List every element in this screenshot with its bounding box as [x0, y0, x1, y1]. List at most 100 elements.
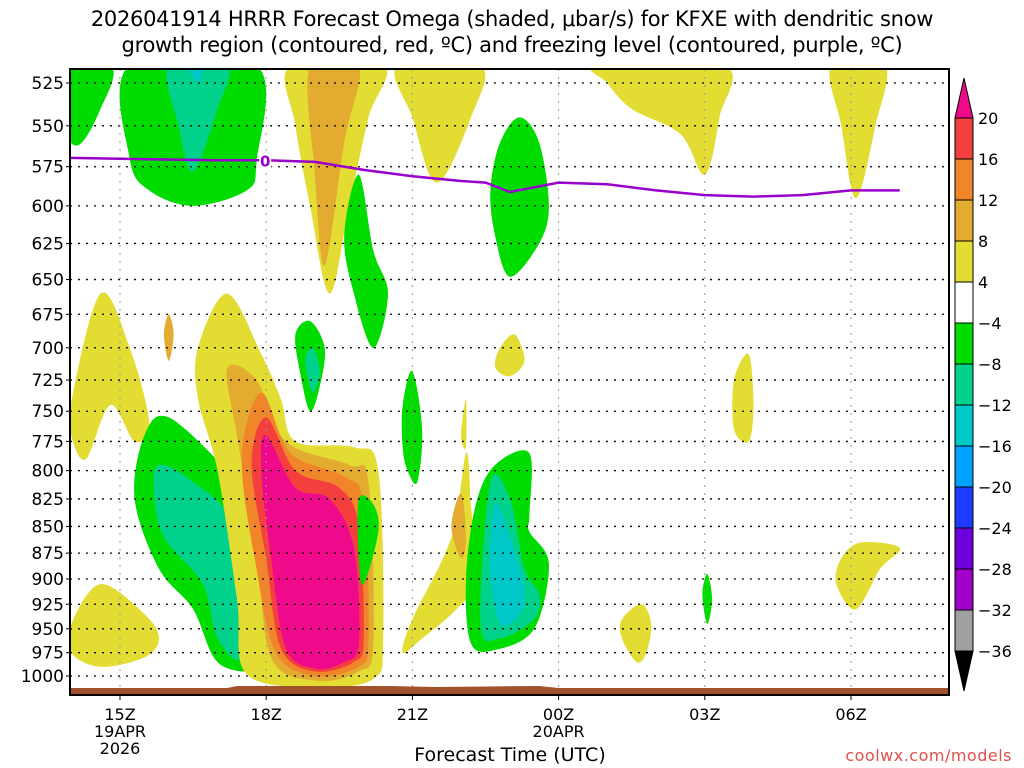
chart-title-line-2: growth region (contoured, red, ºC) and f…: [121, 33, 903, 57]
credit-link[interactable]: coolwx.com/models: [845, 746, 1012, 765]
omega-region-32: [619, 604, 652, 663]
omega-region-23: [357, 495, 379, 585]
colorbar-segment: [954, 363, 974, 406]
x-tick-label: 18Z: [251, 705, 282, 724]
y-axis: 525 550 575 600 625 650 675 700 725 750 775 800 825 8…: [21, 74, 70, 687]
omega-region-9: [590, 69, 733, 175]
y-tick-label: 1000: [21, 667, 64, 687]
chart-title-line-1: 2026041914 HRRR Forecast Omega (shaded, …: [90, 7, 934, 31]
colorbar-label: 4: [978, 273, 988, 292]
y-tick-label: 975: [32, 644, 64, 664]
freezing-level-label-bg: [259, 152, 272, 169]
omega-region-26: [451, 493, 466, 559]
y-tick-label: 575: [32, 158, 64, 178]
grid-lines: [70, 69, 949, 695]
omega-region-20: [163, 314, 174, 361]
colorbar-segment: [954, 281, 974, 324]
colorbar-label: −28: [978, 560, 1012, 579]
y-tick-label: 650: [32, 271, 64, 291]
colorbar: 20 16 12 8 4 −4 −8 −12 −16 −20 −24 −28 −32 −36: [954, 77, 1012, 692]
y-tick-label: 600: [32, 197, 64, 217]
omega-region-7: [344, 174, 388, 348]
colorbar-label: −32: [978, 601, 1012, 620]
colorbar-label: 8: [978, 232, 988, 251]
colorbar-label: −4: [978, 314, 1002, 333]
colorbar-label: −16: [978, 437, 1012, 456]
omega-shading: [70, 69, 901, 688]
colorbar-label: 16: [978, 150, 998, 169]
colorbar-label: −20: [978, 478, 1012, 497]
freezing-level-contour: 0: [70, 152, 900, 198]
colorbar-segment: [954, 527, 974, 570]
y-tick-label: 850: [32, 517, 64, 537]
colorbar-label: 12: [978, 191, 998, 210]
omega-region-11: [70, 292, 150, 460]
x-tick-label: 15Z: [104, 705, 135, 724]
colorbar-label: −8: [978, 355, 1002, 374]
colorbar-segment: [954, 117, 974, 160]
colorbar-label: −36: [978, 642, 1012, 661]
ground-surface: [70, 686, 949, 695]
omega-region-5: [307, 69, 361, 266]
colorbar-segment: [954, 486, 974, 529]
x-axis-label: Forecast Time (UTC): [414, 744, 606, 766]
omega-region-30: [490, 503, 526, 627]
omega-region-27: [461, 398, 467, 450]
colorbar-segment: [954, 609, 974, 652]
y-tick-label: 925: [32, 595, 64, 615]
plot-frame: [69, 68, 950, 696]
omega-region-8: [490, 117, 549, 277]
y-tick-label: 825: [32, 490, 64, 510]
y-tick-label: 550: [32, 117, 64, 137]
x-tick-label: 00Z: [543, 705, 574, 724]
x-tick-label: 19APR: [94, 722, 146, 741]
omega-region-25: [402, 452, 477, 654]
y-tick-label: 950: [32, 620, 64, 640]
colorbar-arrow-top: [954, 77, 974, 119]
y-tick-label: 700: [32, 339, 64, 359]
y-tick-label: 900: [32, 570, 64, 590]
freezing-level-label: 0: [260, 152, 270, 170]
colorbar-segment: [954, 568, 974, 611]
omega-region-12: [70, 584, 159, 667]
y-tick-label: 525: [32, 74, 64, 94]
omega-region-24: [401, 370, 423, 485]
x-tick-label: 06Z: [835, 705, 866, 724]
omega-region-3: [188, 69, 204, 83]
omega-region-0: [70, 69, 114, 146]
y-tick-label: 775: [32, 432, 64, 452]
colorbar-segment: [954, 240, 974, 283]
x-tick-label: 21Z: [397, 705, 428, 724]
y-tick-label: 675: [32, 305, 64, 325]
omega-region-14: [153, 464, 243, 661]
x-tick-label: 2026: [100, 739, 141, 758]
x-tick-label: 20APR: [533, 722, 585, 741]
colorbar-label: −12: [978, 396, 1012, 415]
colorbar-label: −24: [978, 519, 1012, 538]
y-tick-label: 750: [32, 402, 64, 422]
omega-region-33: [702, 573, 713, 624]
y-tick-label: 800: [32, 462, 64, 482]
omega-region-22: [305, 347, 320, 393]
y-tick-label: 725: [32, 371, 64, 391]
colorbar-label: 20: [978, 109, 998, 128]
omega-region-10: [829, 69, 888, 199]
chart-title: 2026041914 HRRR Forecast Omega (shaded, …: [0, 6, 1024, 58]
colorbar-arrow-bottom: [954, 650, 974, 692]
omega-region-19: [260, 435, 360, 670]
x-tick-label: 03Z: [689, 705, 720, 724]
colorbar-segment: [954, 158, 974, 201]
omega-region-31: [494, 334, 525, 377]
omega-region-2: [166, 69, 230, 172]
colorbar-segment: [954, 199, 974, 242]
omega-region-35: [835, 541, 901, 610]
colorbar-segment: [954, 445, 974, 488]
colorbar-segment: [954, 322, 974, 365]
y-tick-label: 625: [32, 234, 64, 254]
omega-region-34: [732, 353, 754, 443]
ground-strip: [70, 686, 949, 695]
colorbar-segment: [954, 404, 974, 447]
y-tick-label: 875: [32, 544, 64, 564]
